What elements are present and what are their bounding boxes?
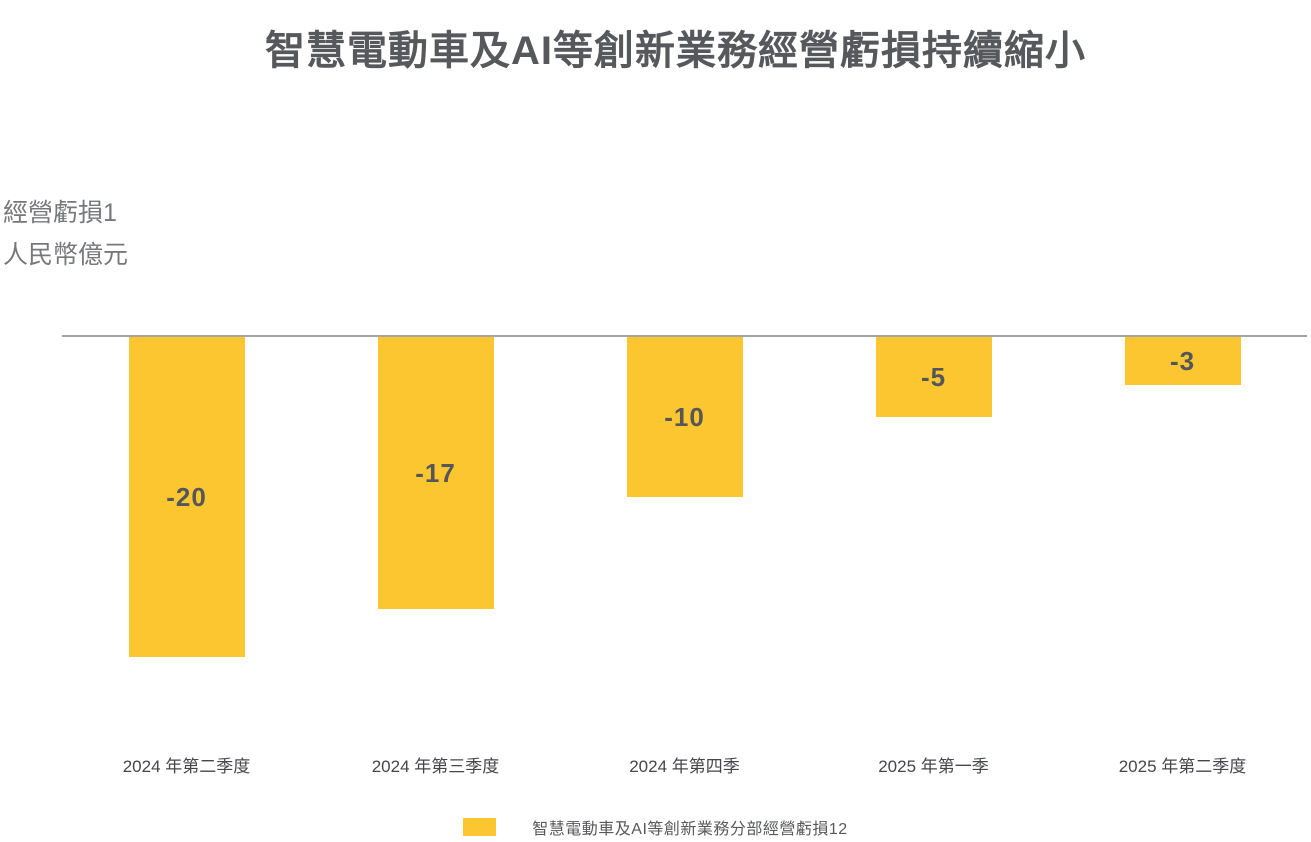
x-axis-label: 2024 年第四季 — [629, 757, 740, 776]
x-axis-label: 2025 年第一季 — [878, 757, 989, 776]
legend: 智慧電動車及AI等創新業務分部經營虧損12 — [0, 815, 1311, 839]
legend-label: 智慧電動車及AI等創新業務分部經營虧損12 — [532, 821, 848, 838]
bar-column: -10 — [560, 337, 809, 497]
x-axis-label: 2025 年第二季度 — [1118, 757, 1247, 776]
bar-column: -17 — [311, 337, 560, 609]
bar-q2: -17 — [377, 337, 494, 609]
bar-value-label: -5 — [920, 361, 947, 392]
bar-column: -20 — [62, 337, 311, 657]
chart-title: 智慧電動車及AI等創新業務經營虧損持續縮小 — [265, 29, 1086, 73]
bar-value-label: -20 — [166, 481, 207, 512]
bar-value-label: -10 — [664, 401, 705, 432]
legend-marker-icon — [463, 818, 497, 836]
bar-q4: -5 — [875, 337, 992, 417]
bar-q5: -3 — [1124, 337, 1241, 385]
y-axis-caption: 經營虧損1 人民幣億元 — [3, 192, 128, 276]
bar-column: -5 — [809, 337, 1058, 417]
plot-area: -20 -17 -10 -5 -3 — [62, 335, 1307, 657]
bar-q3: -10 — [626, 337, 743, 497]
bar-column: -3 — [1058, 337, 1307, 385]
x-axis-labels: 2024 年第二季度 2024 年第三季度 2024 年第四季 2025 年第一季 20… — [62, 752, 1307, 777]
x-axis-label: 2024 年第二季度 — [122, 757, 251, 776]
bar-q1: -20 — [128, 337, 245, 657]
bar-value-label: -17 — [415, 457, 456, 488]
y-axis-caption-line1: 經營虧損1 — [3, 199, 117, 227]
x-axis-label: 2024 年第三季度 — [371, 757, 500, 776]
zero-axis-line — [62, 335, 1307, 337]
y-axis-caption-line2: 人民幣億元 — [3, 241, 129, 269]
bar-series: -20 -17 -10 -5 -3 — [62, 337, 1307, 657]
bar-value-label: -3 — [1169, 345, 1196, 376]
